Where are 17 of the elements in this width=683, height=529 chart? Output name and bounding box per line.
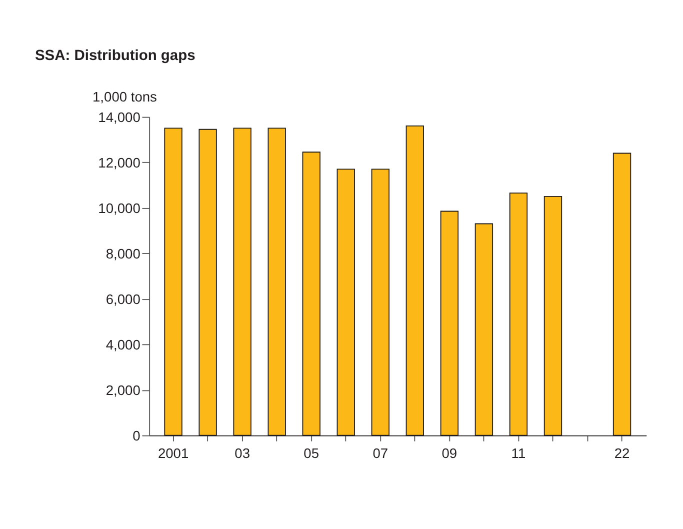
- chart-title: SSA: Distribution gaps: [34, 48, 196, 64]
- x-tick-label: 22: [614, 446, 630, 461]
- x-tick-label: 11: [511, 446, 526, 461]
- x-tick-label: 2001: [158, 446, 189, 461]
- x-tick-label: 03: [234, 446, 250, 461]
- y-tick-label: 6,000: [106, 292, 141, 307]
- y-tick-label: 8,000: [106, 246, 141, 262]
- y-tick-label: 4,000: [106, 337, 141, 352]
- x-tick-label: 05: [304, 446, 320, 461]
- y-tick-label: 10,000: [98, 200, 141, 216]
- y-tick-label: 2,000: [106, 382, 141, 398]
- y-tick-label: 12,000: [98, 155, 141, 170]
- y-tick-label: 14,000: [98, 110, 141, 125]
- x-tick-label: 09: [442, 446, 458, 461]
- y-axis-title: 1,000 tons: [92, 90, 158, 105]
- x-tick-label: 07: [372, 446, 388, 461]
- y-tick-label: 0: [132, 428, 141, 444]
